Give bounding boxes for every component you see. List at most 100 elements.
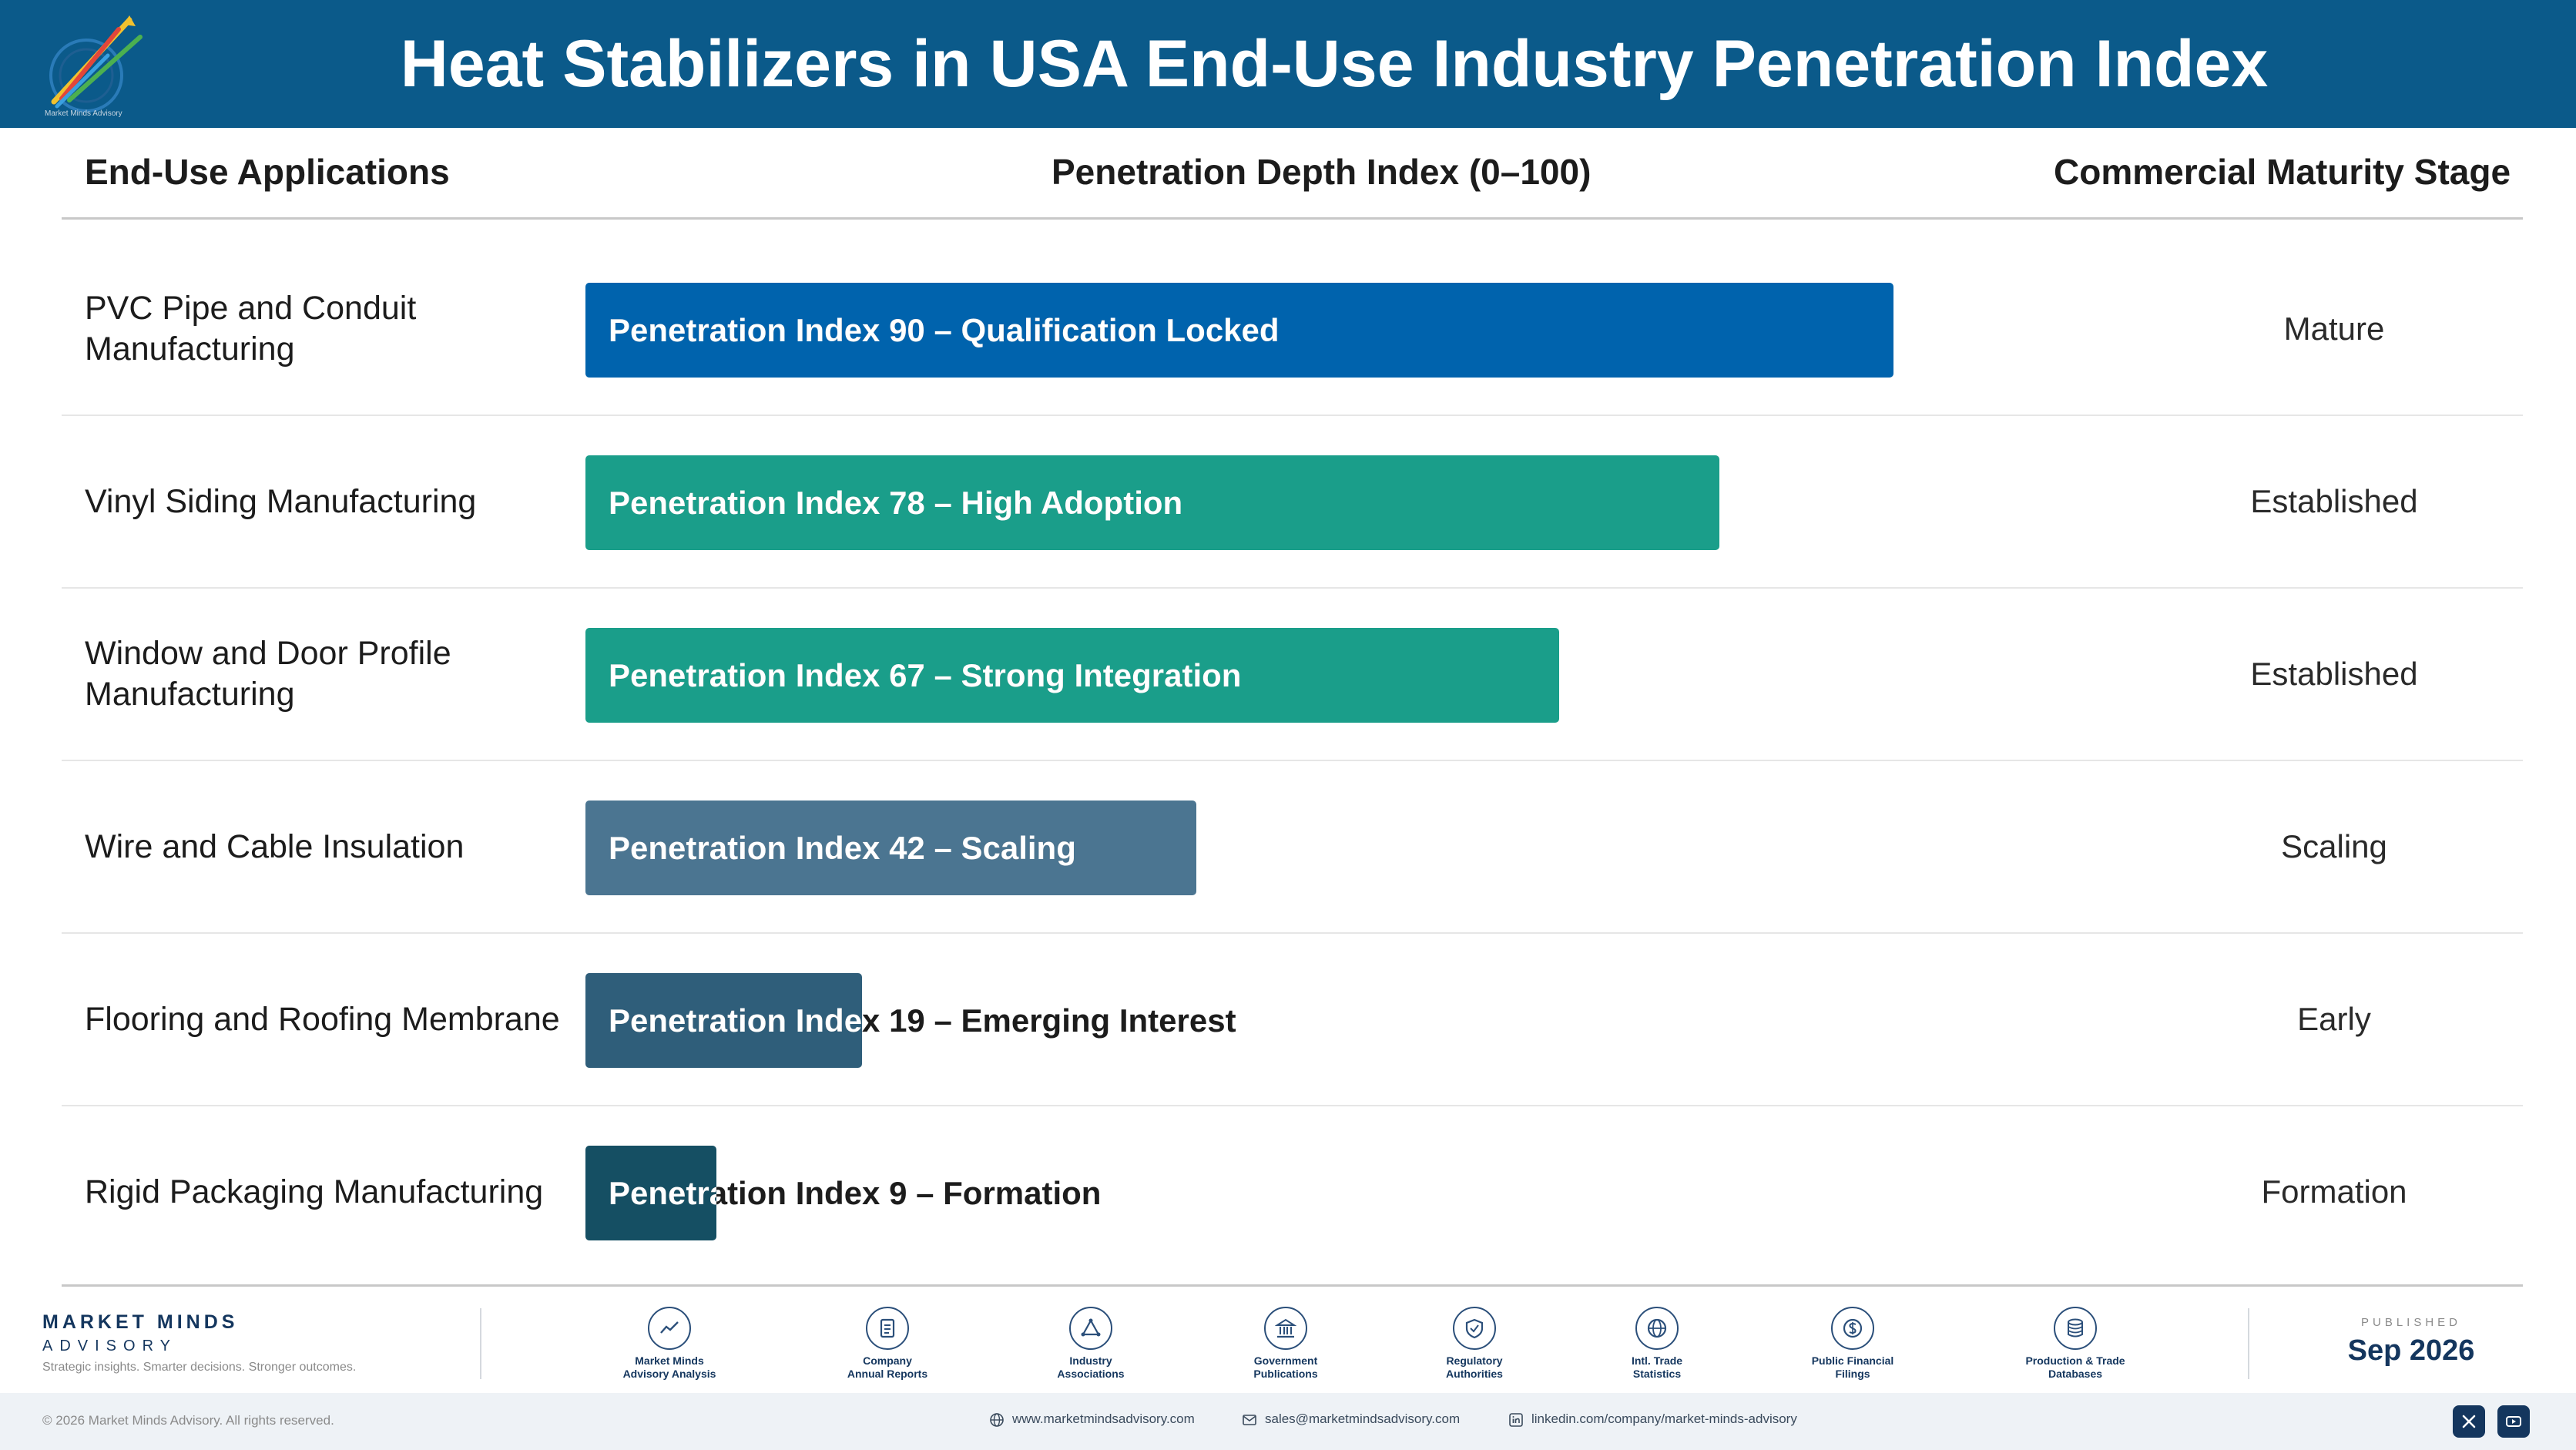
- bar-value-label-overlay: Penetration Index 19 – Emerging Interest: [585, 973, 862, 1068]
- source-label-line2: Filings: [1835, 1368, 1870, 1380]
- database-icon: [2054, 1307, 2097, 1350]
- application-label: PVC Pipe and Conduit Manufacturing: [85, 290, 417, 368]
- source-item: Market Minds Advisory Analysis: [592, 1302, 746, 1387]
- source-label-line1: Market Minds: [635, 1354, 704, 1367]
- bar-value-label: Penetration Index 67 – Strong Integratio…: [609, 657, 1242, 693]
- x-icon: [2462, 1415, 2476, 1428]
- chart-row: Wire and Cable Insulation Penetration Ind…: [62, 761, 2523, 934]
- source-item: Regulatory Authorities: [1397, 1302, 1551, 1387]
- shield-icon: [1453, 1307, 1496, 1350]
- source-label-line2: Advisory Analysis: [622, 1368, 716, 1380]
- footer-divider: [480, 1308, 481, 1379]
- header-divider: [62, 217, 2523, 220]
- source-label-line2: Statistics: [1632, 1368, 1682, 1380]
- source-item: Industry Associations: [1014, 1302, 1168, 1387]
- footer-brand-name: MARKET MINDS: [42, 1311, 239, 1333]
- building-icon: [1264, 1307, 1307, 1350]
- linkedin-icon: [1509, 1412, 1523, 1427]
- source-label-line1: Intl. Trade: [1631, 1354, 1683, 1367]
- bar-value-label-inner: Penetration Index 67 – Strong Integratio…: [609, 657, 1242, 693]
- source-label: Government Publications: [1209, 1354, 1363, 1381]
- row-divider: [62, 760, 2523, 761]
- linkedin-link[interactable]: linkedin.com/company/market-minds-adviso…: [1508, 1411, 1797, 1428]
- footer-brand-sub: ADVISORY: [42, 1338, 177, 1354]
- bar-value-label-overlay: Penetration Index 42 – Scaling: [585, 801, 1196, 895]
- globe-icon: [1635, 1307, 1679, 1350]
- linkedin-text: linkedin.com/company/market-minds-adviso…: [1531, 1411, 1797, 1426]
- bar-value-label-inner: Penetration Index 78 – High Adoption: [609, 485, 1183, 521]
- source-label-line1: Regulatory: [1446, 1354, 1503, 1367]
- penetration-bar: [585, 455, 1719, 550]
- footer-divider: [2248, 1308, 2249, 1379]
- x-social-button[interactable]: [2453, 1405, 2485, 1438]
- maturity-stage: Mature: [2283, 310, 2385, 347]
- row-divider: [62, 1105, 2523, 1106]
- bar-value-label-inner: Penetration Index 9 – Formation: [609, 1175, 716, 1211]
- source-label-line2: Databases: [2048, 1368, 2103, 1380]
- bar-value-label-overlay: Penetration Index 78 – High Adoption: [585, 455, 1719, 550]
- source-label: Intl. Trade Statistics: [1580, 1354, 1734, 1381]
- source-label: Production & Trade Databases: [1998, 1354, 2152, 1381]
- row-divider: [62, 587, 2523, 589]
- column-header-applications: End-Use Applications: [85, 152, 450, 192]
- source-label-line1: Public Financial: [1811, 1354, 1894, 1367]
- document-icon: [866, 1307, 909, 1350]
- network-icon: [1069, 1307, 1112, 1350]
- source-label-line1: Government: [1253, 1354, 1318, 1367]
- bar-value-label: Penetration Index 9 – Formation: [609, 1175, 1102, 1211]
- footer-tagline: Strategic insights. Smarter decisions. S…: [42, 1361, 357, 1374]
- source-label: Market Minds Advisory Analysis: [592, 1354, 746, 1381]
- chart-row: Flooring and Roofing Membrane Penetration…: [62, 934, 2523, 1106]
- application-label: Wire and Cable Insulation: [85, 827, 465, 865]
- maturity-stage: Early: [2297, 1001, 2371, 1037]
- column-header-stage: Commercial Maturity Stage: [2054, 152, 2511, 192]
- source-label-line1: Production & Trade: [2025, 1354, 2125, 1367]
- footer-sources-bar: MARKET MINDS ADVISORY Strategic insights…: [0, 1294, 2576, 1393]
- penetration-bar: [585, 801, 1196, 895]
- source-label: Regulatory Authorities: [1397, 1354, 1551, 1381]
- website-link[interactable]: www.marketmindsadvisory.com: [989, 1411, 1195, 1428]
- application-label: Rigid Packaging Manufacturing: [85, 1173, 544, 1210]
- source-item: Production & Trade Databases: [1998, 1302, 2152, 1387]
- row-divider: [62, 932, 2523, 934]
- chart-line-icon: [648, 1307, 691, 1350]
- application-label: Vinyl Siding Manufacturing: [85, 482, 477, 520]
- maturity-stage: Scaling: [2281, 828, 2387, 864]
- chart-row: Vinyl Siding Manufacturing Penetration In…: [62, 416, 2523, 589]
- bar-value-label-inner: Penetration Index 19 – Emerging Interest: [609, 1002, 862, 1039]
- penetration-bar: [585, 283, 1893, 378]
- bar-value-label-overlay: Penetration Index 9 – Formation: [585, 1146, 716, 1240]
- mail-icon: [1243, 1414, 1256, 1425]
- youtube-social-button[interactable]: [2497, 1405, 2530, 1438]
- source-label-line2: Publications: [1253, 1368, 1318, 1380]
- penetration-bar: [585, 1146, 716, 1240]
- email-text: sales@marketmindsadvisory.com: [1265, 1411, 1461, 1426]
- logo-caption: Market Minds Advisory: [45, 109, 122, 118]
- source-item: Intl. Trade Statistics: [1580, 1302, 1734, 1387]
- row-divider: [62, 415, 2523, 416]
- penetration-bar: [585, 628, 1559, 723]
- chart-row: PVC Pipe and Conduit Manufacturing Penetr…: [62, 243, 2523, 416]
- application-label: Flooring and Roofing Membrane: [85, 1000, 560, 1038]
- source-label: Industry Associations: [1014, 1354, 1168, 1381]
- bar-value-label: Penetration Index 42 – Scaling: [609, 830, 1076, 866]
- page-title: Heat Stabilizers in USA End-Use Industry…: [400, 27, 2269, 101]
- source-label-line2: Annual Reports: [847, 1368, 928, 1380]
- email-link[interactable]: sales@marketmindsadvisory.com: [1242, 1411, 1460, 1428]
- chart-row: Rigid Packaging Manufacturing Penetration…: [62, 1106, 2523, 1279]
- source-item: Company Annual Reports: [810, 1302, 964, 1387]
- bar-value-label: Penetration Index 19 – Emerging Interest: [609, 1002, 1236, 1039]
- source-item: Government Publications: [1209, 1302, 1363, 1387]
- company-logo: [49, 15, 143, 112]
- dollar-icon: [1831, 1307, 1874, 1350]
- bar-value-label-inner: Penetration Index 90 – Qualification Loc…: [609, 312, 1280, 348]
- bar-value-label: Penetration Index 78 – High Adoption: [609, 485, 1183, 521]
- maturity-stage: Established: [2250, 483, 2418, 519]
- source-label-line2: Authorities: [1446, 1368, 1503, 1380]
- maturity-stage: Formation: [2261, 1173, 2407, 1210]
- source-item: Public Financial Filings: [1776, 1302, 1930, 1387]
- bar-value-label-inner: Penetration Index 42 – Scaling: [609, 830, 1076, 866]
- footer: MARKET MINDS ADVISORY Strategic insights…: [0, 1294, 2576, 1450]
- published-label: PUBLISHED: [2360, 1316, 2462, 1329]
